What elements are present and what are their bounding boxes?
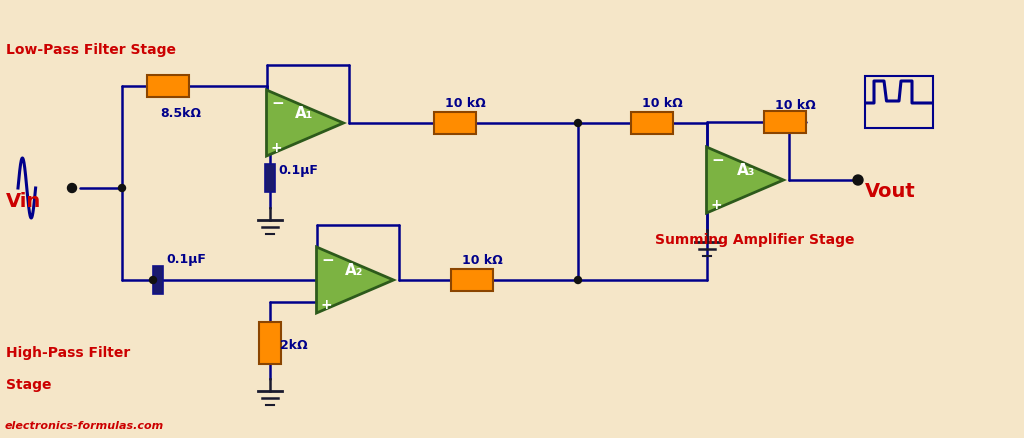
FancyBboxPatch shape — [153, 266, 163, 294]
Text: +: + — [711, 198, 723, 212]
Text: +: + — [321, 297, 333, 311]
Text: Vin: Vin — [6, 191, 41, 211]
FancyBboxPatch shape — [265, 165, 275, 193]
FancyBboxPatch shape — [764, 112, 806, 134]
Polygon shape — [707, 148, 783, 213]
Text: electronics-formulas.com: electronics-formulas.com — [5, 420, 164, 430]
Circle shape — [854, 177, 861, 184]
Text: 2kΩ: 2kΩ — [280, 338, 307, 351]
Text: 8.5kΩ: 8.5kΩ — [160, 107, 201, 120]
Text: 0.1μF: 0.1μF — [166, 252, 206, 265]
Text: A₁: A₁ — [295, 106, 313, 121]
FancyBboxPatch shape — [451, 269, 493, 291]
FancyBboxPatch shape — [865, 77, 933, 129]
Text: Low-Pass Filter Stage: Low-Pass Filter Stage — [6, 43, 176, 57]
Text: −: − — [321, 252, 334, 267]
Polygon shape — [266, 91, 343, 157]
FancyBboxPatch shape — [147, 76, 189, 98]
Text: −: − — [711, 153, 724, 168]
Text: 10 kΩ: 10 kΩ — [445, 97, 485, 110]
Circle shape — [68, 184, 77, 193]
Circle shape — [853, 176, 863, 186]
Polygon shape — [316, 247, 393, 313]
Text: 10 kΩ: 10 kΩ — [462, 254, 503, 266]
Text: A₂: A₂ — [345, 262, 364, 277]
FancyBboxPatch shape — [259, 322, 281, 364]
Circle shape — [574, 277, 582, 284]
Text: Summing Amplifier Stage: Summing Amplifier Stage — [655, 233, 854, 247]
FancyBboxPatch shape — [631, 113, 673, 135]
Text: High-Pass Filter: High-Pass Filter — [6, 345, 130, 359]
Text: −: − — [271, 96, 284, 111]
Text: Stage: Stage — [6, 377, 51, 391]
Text: +: + — [271, 141, 283, 155]
Text: Vout: Vout — [865, 182, 915, 201]
Circle shape — [574, 120, 582, 127]
Text: 10 kΩ: 10 kΩ — [642, 97, 683, 110]
Text: A₃: A₃ — [737, 162, 756, 177]
Circle shape — [150, 277, 157, 284]
Circle shape — [119, 185, 126, 192]
FancyBboxPatch shape — [434, 113, 476, 135]
Text: 10 kΩ: 10 kΩ — [775, 99, 816, 112]
Text: 0.1μF: 0.1μF — [278, 164, 317, 177]
